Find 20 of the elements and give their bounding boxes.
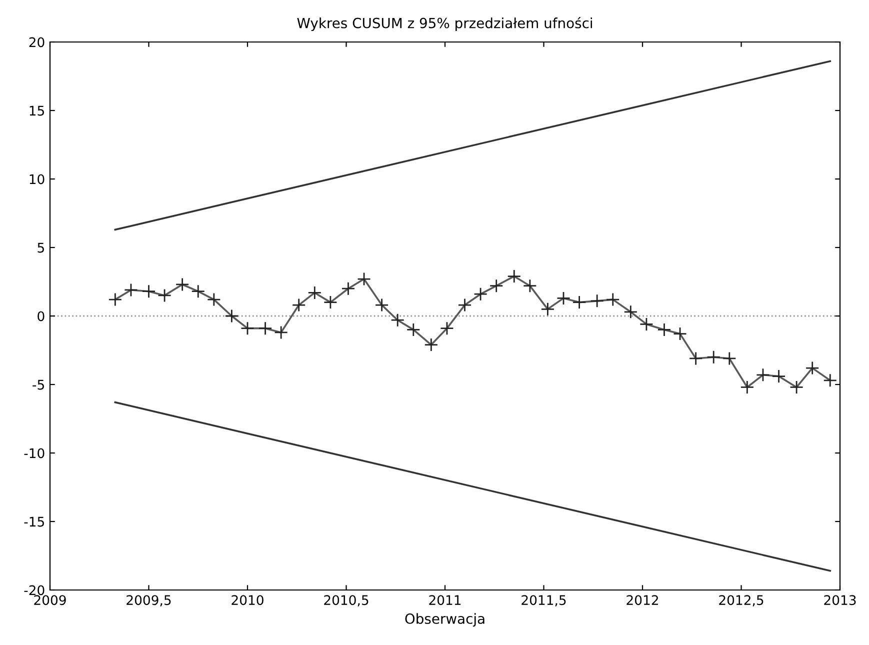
x-tick-label: 2012,5 [719, 595, 764, 606]
x-tick-label: 2013 [824, 595, 856, 606]
x-tick-label: 2009 [34, 595, 66, 606]
x-tick-label: 2010,5 [324, 595, 368, 606]
y-tick-label: 0 [38, 311, 44, 322]
y-tick-label: -20 [24, 585, 44, 596]
y-tick-label: 15 [30, 106, 44, 116]
x-tick-label: 2011 [429, 595, 461, 606]
x-tick-label: 2009,5 [126, 595, 171, 606]
y-tick-label: -15 [24, 516, 44, 527]
y-tick-label: -10 [24, 448, 44, 458]
y-tick-label: 5 [38, 242, 44, 253]
x-tick-label: 2010 [232, 595, 264, 606]
x-tick-label: 2012 [626, 595, 658, 606]
x-axis-title: Obserwacja [405, 613, 484, 627]
x-tick-label: 2011,5 [522, 595, 566, 606]
y-tick-label: -5 [32, 380, 44, 390]
y-tick-label: 10 [30, 174, 44, 184]
chart-title: Wykres CUSUM z 95% przedziałem ufności [297, 17, 592, 31]
y-tick-label: 20 [29, 37, 44, 48]
